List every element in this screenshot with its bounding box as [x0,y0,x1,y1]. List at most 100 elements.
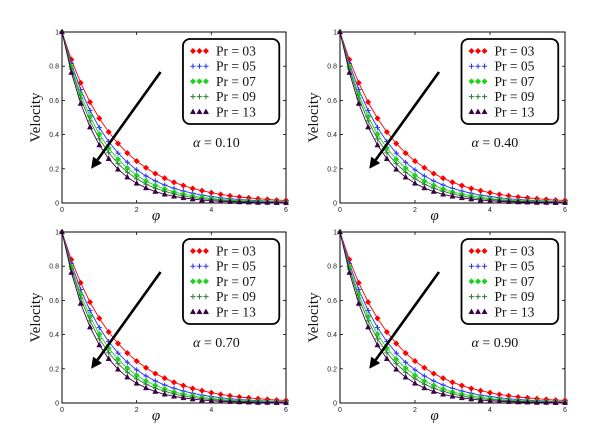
legend-label: Pr = 05 [216,259,256,274]
legend-swatch [190,94,209,100]
legend-swatch [189,47,209,55]
data-point [365,123,372,130]
data-point [115,361,121,367]
data-point [161,190,168,197]
data-point [374,141,381,148]
y-tick-label: 0.4 [327,332,337,339]
legend-marker [190,63,196,69]
data-point [365,299,372,306]
data-point [552,399,559,405]
data-point [152,388,159,394]
y-axis-label: Velocity [28,92,44,142]
data-point [515,198,522,205]
legend-marker [481,263,488,269]
data-point [217,397,224,404]
arrow-shaft [96,71,162,161]
data-point [468,195,475,202]
data-point [134,367,140,373]
legend-marker [481,108,488,115]
legend-swatch [190,63,209,69]
data-point [524,398,531,405]
data-point [365,307,371,314]
data-point [96,136,102,142]
legend-marker [202,247,209,255]
legend-label: Pr = 05 [495,259,535,274]
data-point [374,324,381,331]
plot-frame [61,231,287,404]
legend-label: Pr = 03 [495,44,535,59]
data-point [133,180,140,186]
data-point [561,399,569,405]
y-tick-label: 0.6 [327,98,337,105]
legend-marker [190,263,196,269]
legend-marker [481,278,488,285]
y-axis-label: Velocity [28,292,44,342]
legend-label: Pr = 07 [495,274,535,289]
data-point [96,336,102,342]
data-point [449,193,456,199]
legend-label: Pr = 07 [495,74,535,89]
legend-swatch [190,263,209,269]
data-point [115,150,121,156]
data-point [486,397,494,404]
data-point [198,187,206,194]
legend-swatch [190,294,209,300]
alpha-annotation: α = 0.10 [193,136,240,151]
data-point [440,390,447,397]
data-point [430,388,437,394]
legend-label: Pr = 13 [495,104,535,119]
alpha-value: = 0.10 [200,136,239,151]
legend-marker [481,63,488,69]
data-point [114,165,122,172]
data-point [180,182,187,189]
alpha-symbol: α [193,136,201,151]
data-point [496,197,503,204]
y-tick-label: 0.6 [327,298,337,305]
data-point [142,164,150,171]
data-point [365,118,371,124]
data-point [87,107,93,114]
data-point [124,159,130,165]
legend-marker [468,78,475,85]
legend-swatch [189,78,209,85]
arrow-head [369,156,381,169]
data-point [346,269,353,275]
data-point [189,195,196,202]
data-point [245,198,252,205]
data-point [124,173,131,180]
x-tick-label: 0 [338,207,342,214]
legend-marker [468,94,475,100]
data-point [264,199,271,205]
data-point [114,140,122,147]
arrow-head [91,156,103,169]
legend-marker [481,78,488,85]
legend-label: Pr = 13 [216,104,256,119]
plot-frame [339,231,566,404]
data-point [133,358,140,365]
data-point [208,397,215,404]
data-point [477,387,484,394]
legend-marker [203,63,209,69]
legend-marker [202,78,209,85]
data-point [96,324,102,331]
data-point [254,199,262,205]
trend-arrow [369,271,441,369]
legend-marker [189,78,196,85]
data-point [86,99,94,106]
legend-swatch [468,308,488,315]
data-point [208,197,215,204]
legend-marker [468,263,475,269]
legend-marker [475,294,481,300]
alpha-symbol: α [472,136,480,151]
y-tick-label: 0.8 [49,264,59,271]
data-point [77,79,84,86]
legend-label: Pr = 09 [216,89,256,104]
data-point [477,396,484,403]
legend-label: Pr = 03 [216,44,256,59]
data-point [96,315,103,322]
plot-frame [61,31,287,204]
